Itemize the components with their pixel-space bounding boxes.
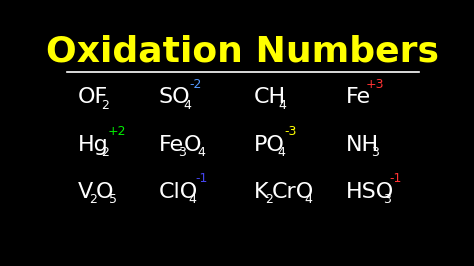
Text: 2: 2 <box>101 146 109 159</box>
Text: -1: -1 <box>195 172 207 185</box>
Text: Hg: Hg <box>78 135 109 155</box>
Text: 4: 4 <box>304 193 312 206</box>
Text: -2: -2 <box>189 78 201 91</box>
Text: O: O <box>184 135 201 155</box>
Text: Fe: Fe <box>158 135 183 155</box>
Text: 3: 3 <box>178 146 186 159</box>
Text: 4: 4 <box>189 193 197 206</box>
Text: HSO: HSO <box>346 182 394 202</box>
Text: 3: 3 <box>383 193 391 206</box>
Text: 4: 4 <box>198 146 205 159</box>
Text: 4: 4 <box>278 146 286 159</box>
Text: -3: -3 <box>284 125 296 138</box>
Text: Oxidation Numbers: Oxidation Numbers <box>46 34 439 68</box>
Text: K: K <box>254 182 269 202</box>
Text: ClO: ClO <box>158 182 198 202</box>
Text: Fe: Fe <box>346 88 371 107</box>
Text: O: O <box>96 182 113 202</box>
Text: 4: 4 <box>279 99 287 112</box>
Text: 2: 2 <box>101 99 109 112</box>
Text: -1: -1 <box>389 172 401 185</box>
Text: SO: SO <box>158 88 190 107</box>
Text: 3: 3 <box>372 146 379 159</box>
Text: NH: NH <box>346 135 379 155</box>
Text: PO: PO <box>254 135 285 155</box>
Text: 2: 2 <box>265 193 273 206</box>
Text: CrO: CrO <box>272 182 314 202</box>
Text: OF: OF <box>78 88 108 107</box>
Text: 5: 5 <box>109 193 117 206</box>
Text: +3: +3 <box>365 78 384 91</box>
Text: CH: CH <box>254 88 286 107</box>
Text: V: V <box>78 182 93 202</box>
Text: +2: +2 <box>108 125 126 138</box>
Text: 4: 4 <box>183 99 191 112</box>
Text: 2: 2 <box>90 193 97 206</box>
